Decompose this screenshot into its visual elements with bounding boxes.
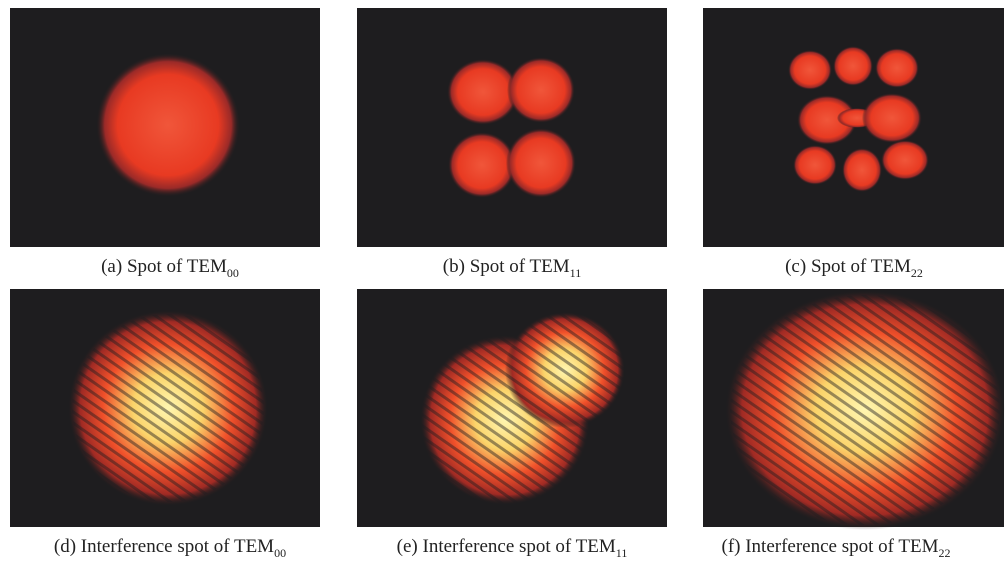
- caption-subscript: 00: [274, 546, 286, 560]
- caption-text: (c) Spot of TEM: [785, 256, 911, 277]
- panel-d-image: [10, 289, 320, 527]
- caption: (e) Interference spot of TEM11: [342, 536, 682, 561]
- caption-subscript: 11: [570, 266, 582, 280]
- caption: (b) Spot of TEM11: [342, 256, 682, 281]
- panel-b-image: [357, 8, 667, 247]
- caption-subscript: 22: [911, 266, 923, 280]
- panel-a-image: [10, 8, 320, 247]
- caption-text: (e) Interference spot of TEM: [397, 536, 616, 557]
- caption: (c) Spot of TEM22: [684, 256, 1006, 281]
- caption-text: (b) Spot of TEM: [443, 256, 570, 277]
- caption: (d) Interference spot of TEM00: [0, 536, 340, 561]
- figure-images: [0, 0, 1006, 565]
- caption-text: (a) Spot of TEM: [101, 256, 227, 277]
- caption-subscript: 00: [227, 266, 239, 280]
- caption-text: (d) Interference spot of TEM: [54, 536, 274, 557]
- caption-subscript: 22: [939, 546, 951, 560]
- panel-f-image: [703, 289, 1005, 530]
- panel-e-image: [357, 289, 667, 527]
- figure: (a) Spot of TEM00 (b) Spot of TEM11 (c) …: [0, 0, 1006, 565]
- caption: (f) Interference spot of TEM22: [666, 536, 1006, 561]
- caption: (a) Spot of TEM00: [0, 256, 340, 281]
- caption-subscript: 11: [616, 546, 628, 560]
- panel-c-image: [703, 8, 1004, 247]
- caption-text: (f) Interference spot of TEM: [722, 536, 939, 557]
